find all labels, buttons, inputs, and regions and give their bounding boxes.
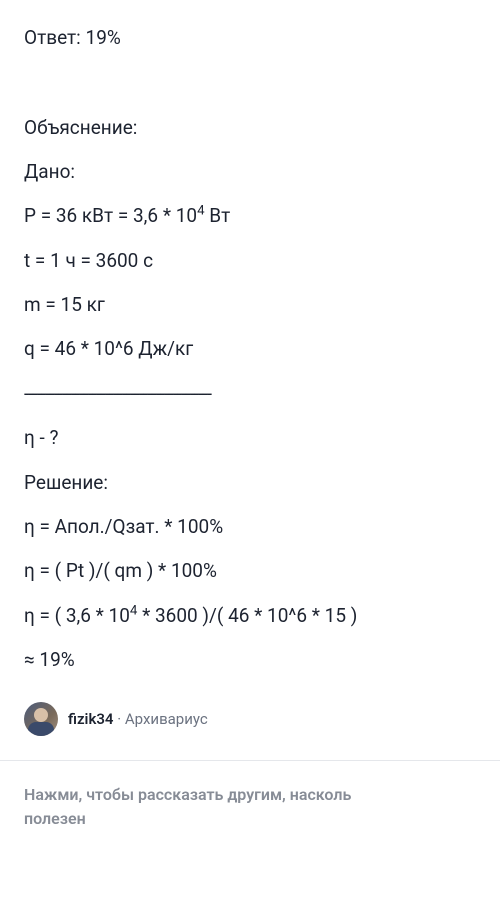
author-row[interactable]: fizik34 · Архивариус (24, 702, 480, 736)
footer-line-2: полезен (24, 807, 480, 831)
author-text-wrap: fizik34 · Архивариус (68, 709, 208, 728)
avatar[interactable] (24, 702, 58, 736)
explanation-label: Объяснение: (24, 113, 480, 143)
given-P: P = 36 кВт = 3,6 * 104 Вт (24, 201, 480, 231)
solution-formula-2: η = ( Pt )/( qm ) * 100% (24, 556, 480, 586)
given-label: Дано: (24, 157, 480, 187)
given-t: t = 1 ч = 3600 с (24, 246, 480, 276)
given-q: q = 46 * 10^6 Дж/кг (24, 334, 480, 364)
author-role: Архивариус (125, 710, 208, 728)
footer-line-1: Нажми, чтобы рассказать другим, насколь (24, 783, 480, 807)
author-separator: · (114, 710, 125, 728)
given-m: m = 15 кг (24, 290, 480, 320)
answer-value: 19% (86, 26, 121, 49)
answer-line: Ответ: 19% (24, 24, 480, 53)
solution-calc-1: η = ( 3,6 * 104 * 3600 )/( 46 * 10^6 * 1… (24, 601, 480, 631)
footer-prompt[interactable]: Нажми, чтобы рассказать другим, насколь … (24, 783, 480, 831)
solution-label: Решение: (24, 468, 480, 498)
unknown-line: η - ? (24, 423, 480, 453)
divider-dashes: ----------------------------------------… (24, 379, 480, 409)
section-divider (0, 760, 500, 761)
solution-calc-2: ≈ 19% (24, 645, 480, 675)
solution-formula-1: η = Aпол./Qзат. * 100% (24, 512, 480, 542)
answer-label: Ответ: (24, 26, 81, 49)
author-name[interactable]: fizik34 (68, 710, 114, 728)
